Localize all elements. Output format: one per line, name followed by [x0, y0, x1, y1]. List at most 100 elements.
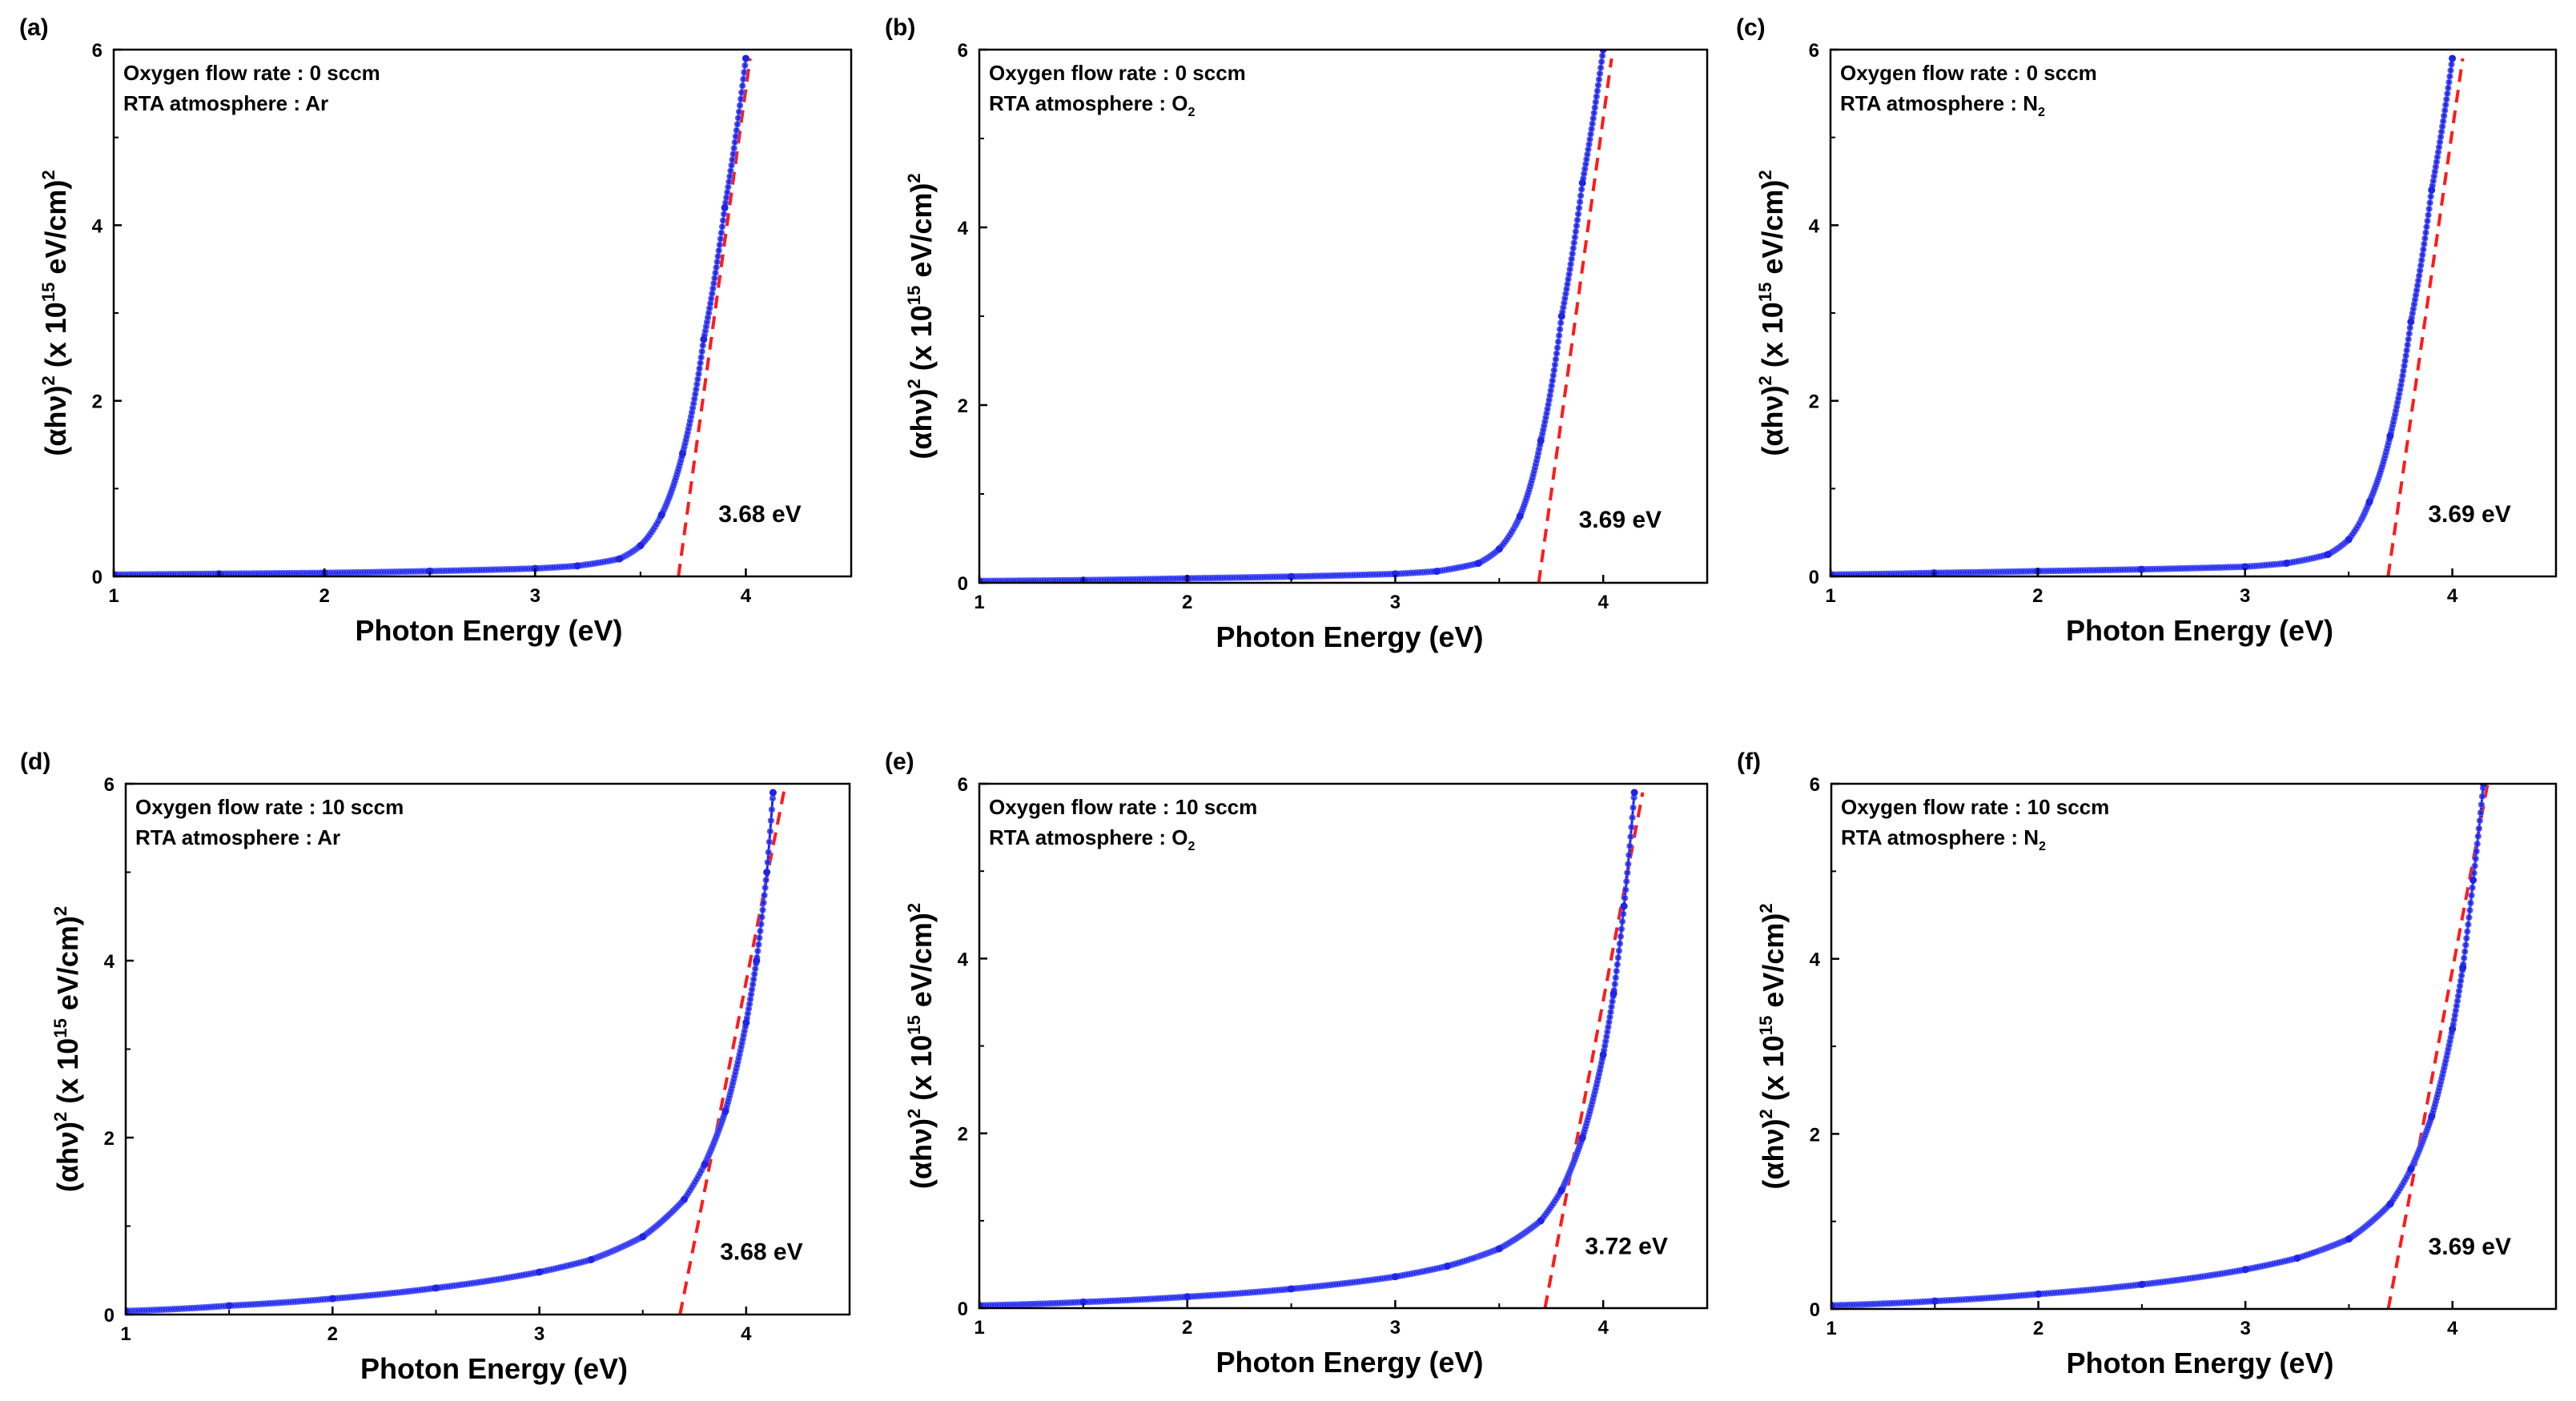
- y-tick-label: 0: [958, 573, 968, 595]
- y-tick-label: 0: [1809, 567, 1819, 588]
- data-point: [328, 1295, 336, 1303]
- data-point: [2438, 128, 2445, 135]
- data-point: [587, 1255, 595, 1263]
- data-point: [1573, 223, 1580, 230]
- data-point: [1608, 1003, 1615, 1010]
- data-point: [2445, 84, 2452, 91]
- data-point: [1625, 861, 1632, 868]
- data-point: [768, 806, 775, 813]
- data-point: [432, 1284, 440, 1292]
- annotation-line: RTA atmosphere : Ar: [135, 825, 340, 849]
- data-point: [2417, 262, 2425, 269]
- panel-label: (d): [20, 749, 50, 775]
- data-series: [1831, 54, 2457, 576]
- data-point: [765, 849, 772, 856]
- data-point: [1615, 947, 1622, 954]
- annotation-line: Oxygen flow rate : 10 sccm: [989, 795, 1257, 819]
- data-point: [2461, 948, 2469, 955]
- data-point: [2137, 565, 2145, 573]
- bandgap-label: 3.68 eV: [720, 1238, 802, 1265]
- data-point: [225, 1302, 233, 1310]
- y-tick-label: 2: [1809, 391, 1819, 413]
- data-point: [741, 54, 749, 62]
- annotation-line: Oxygen flow rate : 0 sccm: [989, 61, 1246, 85]
- data-point: [730, 145, 737, 152]
- data-point: [1627, 833, 1634, 841]
- data-point: [762, 877, 770, 884]
- data-point: [734, 114, 742, 122]
- data-point: [1617, 933, 1625, 940]
- data-point: [736, 102, 744, 109]
- data-point: [1578, 1134, 1586, 1142]
- x-tick-label: 1: [120, 1323, 131, 1345]
- data-point: [724, 189, 731, 196]
- data-point: [1567, 260, 1574, 268]
- data-point: [1593, 93, 1600, 100]
- data-point: [2345, 536, 2353, 544]
- data-point: [731, 138, 738, 146]
- data-point: [2241, 563, 2249, 571]
- data-series: [1831, 784, 2487, 1309]
- data-point: [2470, 869, 2478, 877]
- y-tick-label: 6: [92, 40, 102, 62]
- data-point: [2470, 876, 2478, 884]
- data-point: [756, 934, 763, 941]
- data-point: [2457, 972, 2465, 979]
- x-axis-title: Photon Energy (eV): [355, 614, 622, 647]
- bandgap-label: 3.69 eV: [1579, 507, 1662, 533]
- data-point: [2419, 251, 2426, 259]
- data-point: [2476, 817, 2483, 825]
- data-point: [1620, 902, 1628, 910]
- data-point: [1614, 954, 1622, 961]
- data-point: [697, 359, 704, 367]
- data-point: [754, 947, 762, 955]
- data-point: [2421, 235, 2429, 242]
- data-point: [757, 927, 764, 935]
- data-point: [2478, 801, 2486, 809]
- data-point: [717, 229, 725, 236]
- y-tick-label: 4: [104, 951, 115, 973]
- data-point: [1568, 255, 1575, 263]
- data-point: [1614, 961, 1621, 968]
- data-point: [1537, 1217, 1545, 1225]
- data-point: [2402, 352, 2409, 359]
- data-point: [1609, 998, 1616, 1006]
- data-point: [1391, 1273, 1399, 1281]
- data-point: [758, 913, 766, 921]
- data-point: [2472, 855, 2479, 862]
- y-tick-label: 4: [1809, 215, 1820, 237]
- data-point: [1630, 804, 1637, 811]
- data-point: [726, 173, 733, 180]
- plot-frame: [978, 48, 1709, 584]
- data-point: [1592, 98, 1599, 106]
- data-point: [1616, 940, 1624, 947]
- panel-label: (e): [885, 749, 914, 775]
- data-point: [1622, 894, 1629, 901]
- data-point: [1618, 918, 1626, 925]
- y-tick-label: 4: [92, 215, 103, 237]
- chart-panel-d: (d) 1 2 3 4 0 2 4 6 Photon Energy (eV) (αhν)2 (x 1…: [20, 749, 851, 1385]
- x-tick-label: 4: [741, 1323, 752, 1345]
- data-point: [718, 223, 726, 231]
- data-point: [753, 957, 761, 965]
- data-point: [1589, 114, 1597, 122]
- data-series: [979, 789, 1638, 1308]
- y-axis-title: (αhν)2 (x 1015 eV/cm)2: [1756, 903, 1790, 1189]
- x-tick-label: 1: [108, 585, 119, 607]
- data-point: [1591, 104, 1598, 111]
- data-point: [2467, 899, 2474, 906]
- data-point: [2282, 560, 2290, 568]
- y-tick-label: 4: [1810, 949, 1821, 971]
- data-point: [1626, 852, 1633, 859]
- data-point: [536, 1268, 544, 1276]
- panel-label: (c): [1736, 14, 1766, 41]
- data-point: [2428, 186, 2436, 194]
- x-tick-label: 2: [2032, 585, 2043, 607]
- data-point: [767, 817, 774, 825]
- data-point: [760, 899, 767, 906]
- data-series: [114, 54, 749, 576]
- data-point: [1557, 319, 1565, 327]
- data-point: [1549, 371, 1557, 379]
- bandgap-label: 3.72 eV: [1585, 1233, 1667, 1259]
- data-point: [2425, 205, 2433, 213]
